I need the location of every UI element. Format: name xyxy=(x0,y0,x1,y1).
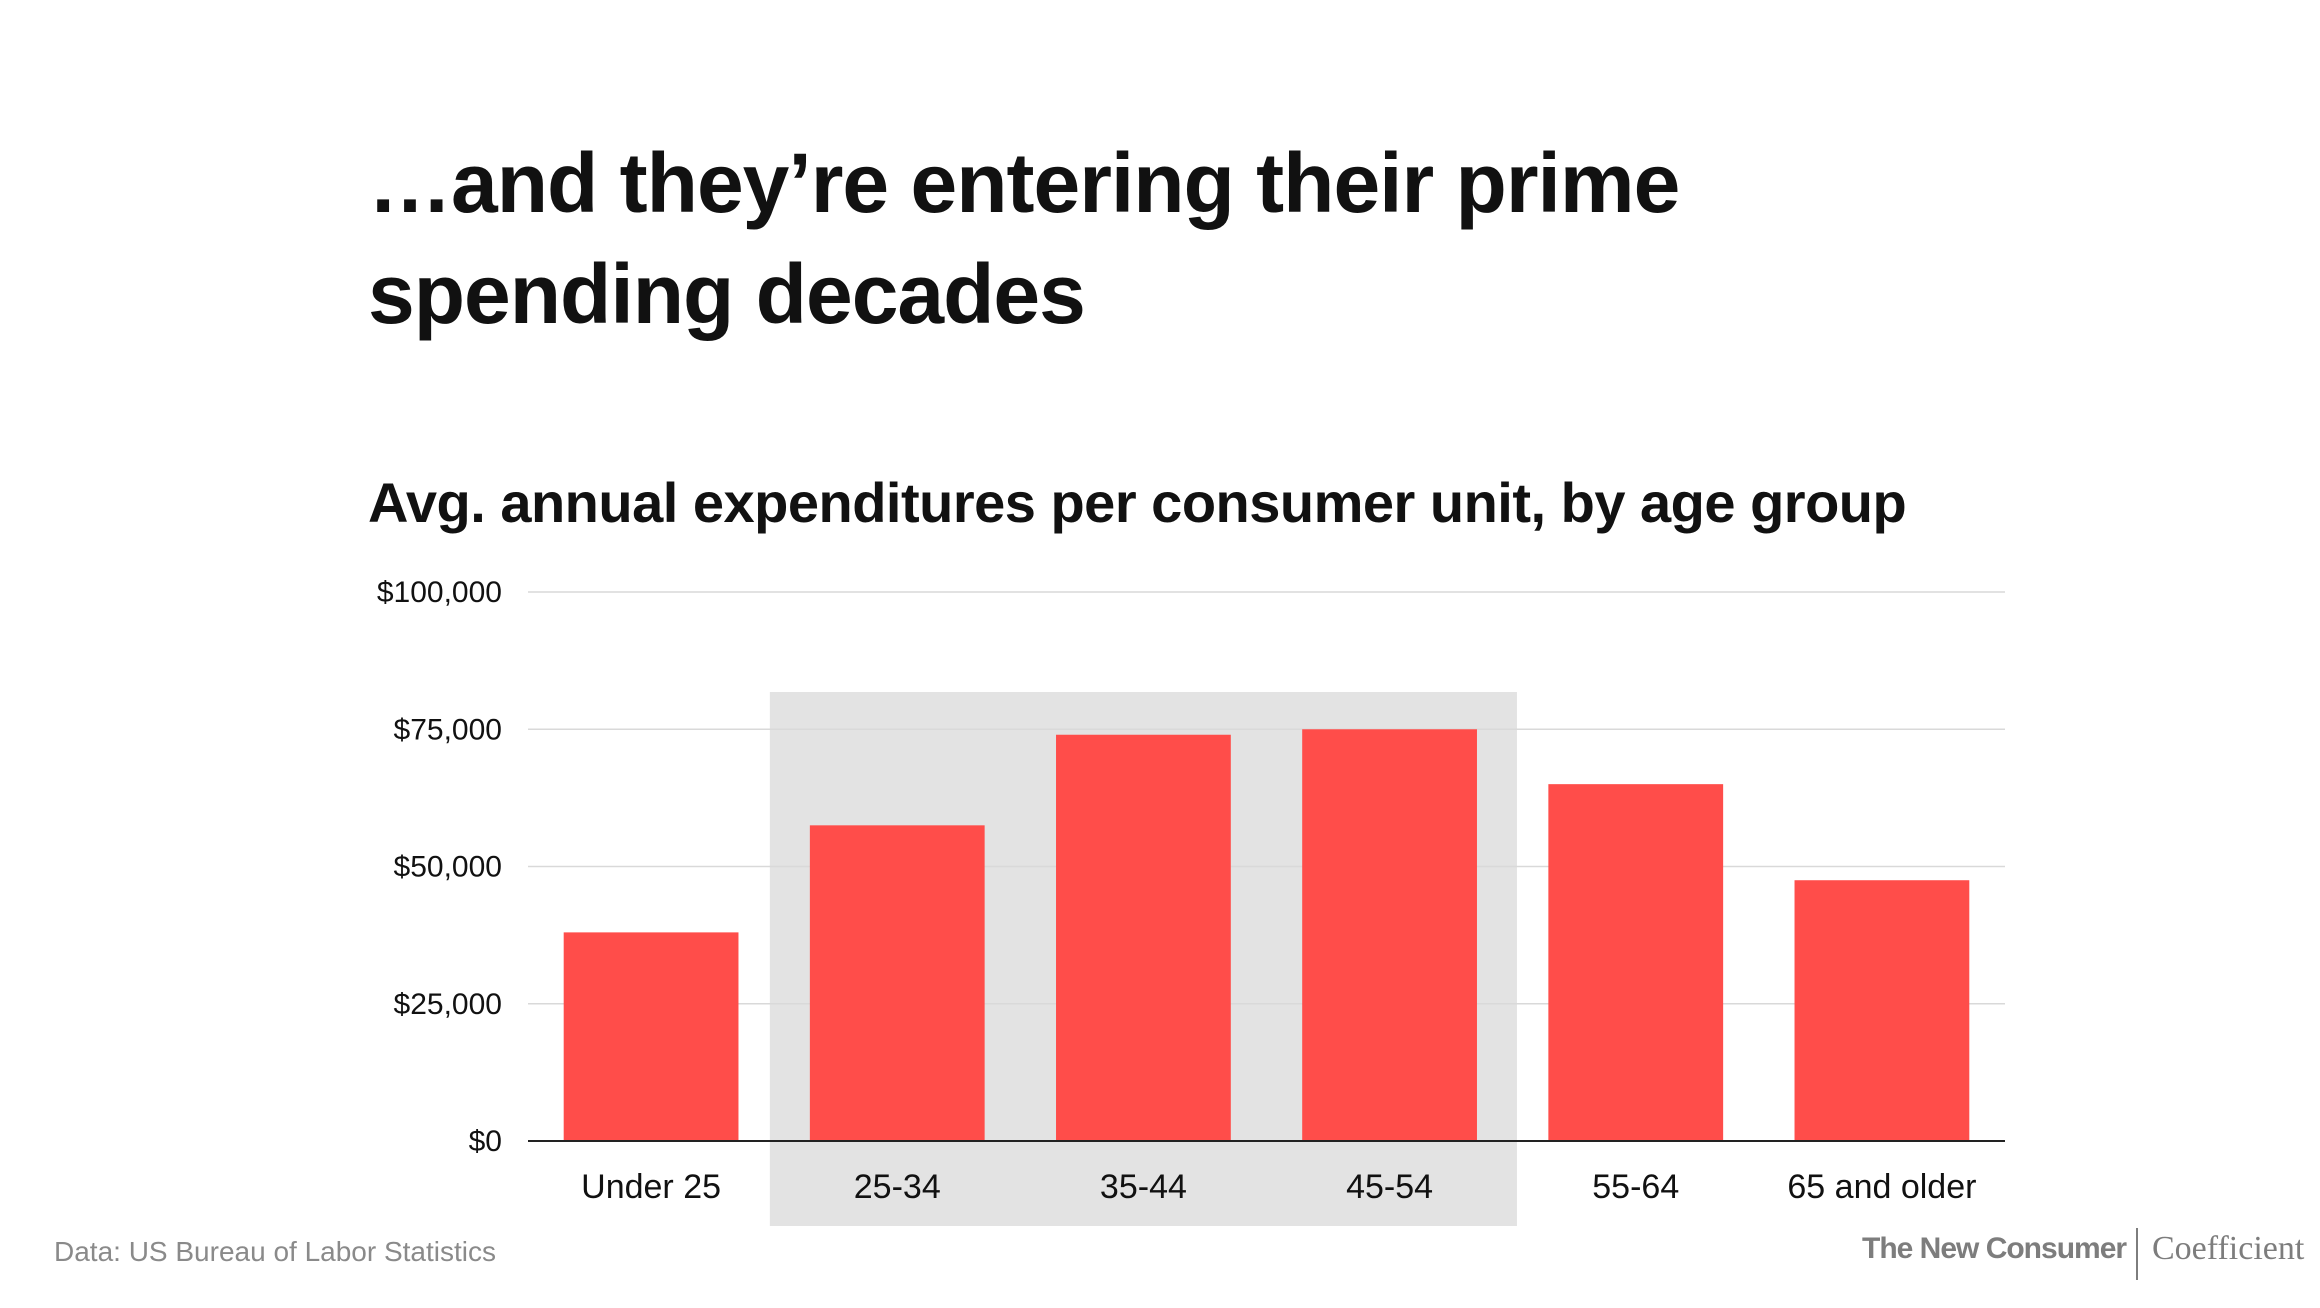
x-tick-label: Under 25 xyxy=(581,1168,721,1206)
headline: …and they’re entering their prime spendi… xyxy=(368,128,2068,350)
y-tick-label: $50,000 xyxy=(394,851,502,884)
bar xyxy=(1056,734,1231,1141)
headline-line-1: …and they’re entering their prime xyxy=(368,136,1680,230)
headline-line-2: spending decades xyxy=(368,247,1086,341)
chart-title: Avg. annual expenditures per consumer un… xyxy=(368,471,1907,534)
x-tick-label: 55-64 xyxy=(1592,1168,1679,1206)
y-tick-label: $0 xyxy=(469,1125,502,1158)
brand-divider xyxy=(2136,1228,2138,1280)
bar xyxy=(563,932,739,1141)
brand-coefficient: Coefficient xyxy=(2152,1230,2305,1267)
y-tick-label: $25,000 xyxy=(394,988,502,1021)
bar xyxy=(1302,729,1477,1141)
brand-the-new-consumer: The New Consumer xyxy=(1862,1232,2127,1265)
y-tick-label: $100,000 xyxy=(377,576,502,609)
source-note: Data: US Bureau of Labor Statistics xyxy=(54,1236,496,1267)
x-tick-label: 65 and older xyxy=(1787,1168,1976,1206)
x-tick-label: 45-54 xyxy=(1346,1168,1433,1206)
y-tick-label: $75,000 xyxy=(394,713,502,746)
x-tick-label: 35-44 xyxy=(1100,1168,1187,1206)
bar xyxy=(1548,784,1724,1141)
bar xyxy=(809,825,985,1141)
bar xyxy=(1794,880,1970,1141)
x-tick-label: 25-34 xyxy=(854,1168,941,1206)
